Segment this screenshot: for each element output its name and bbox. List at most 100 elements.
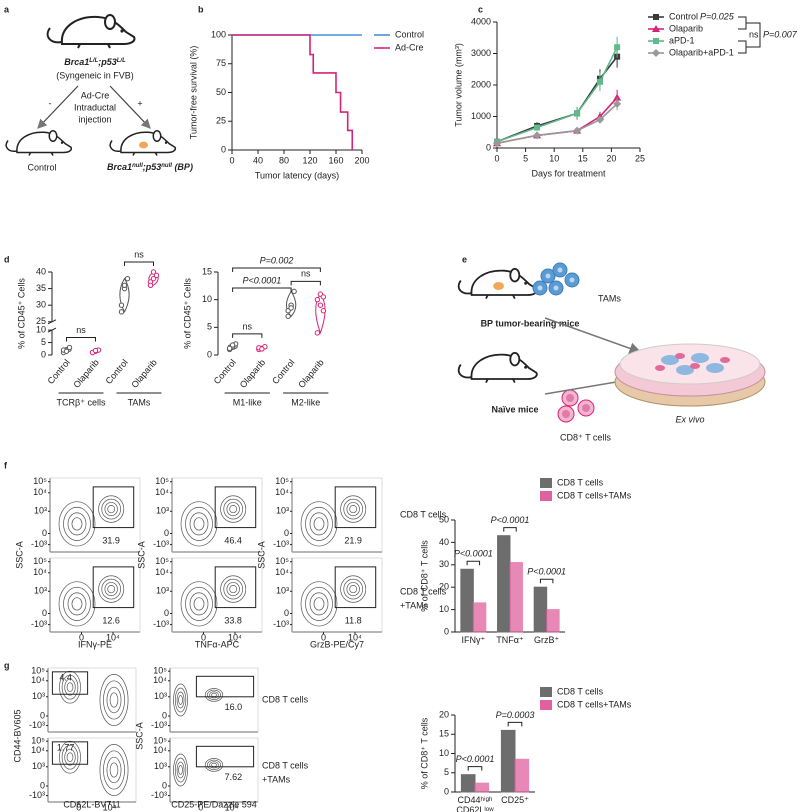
bar <box>460 568 474 633</box>
mouse-foot <box>107 43 111 49</box>
data-point <box>288 305 294 311</box>
contour <box>220 575 247 603</box>
dish-cell <box>691 353 709 363</box>
gate-value: 12.6 <box>102 615 120 625</box>
contour <box>58 581 96 627</box>
bar <box>509 562 523 633</box>
flow-tick-label: -10³ <box>29 720 45 730</box>
flow-y-label: SSC-A <box>14 541 24 569</box>
contour <box>305 586 333 621</box>
superscript: null <box>161 163 172 169</box>
row-label: CD8 T cells <box>400 509 447 519</box>
dish-cell <box>690 363 700 369</box>
flow-tick-label: 10⁴ <box>155 567 169 577</box>
legend-label: CD8 T cells <box>557 477 604 487</box>
superscript: L/L <box>117 58 126 64</box>
p-value: P=0.0003 <box>496 710 535 720</box>
bar <box>546 609 560 633</box>
x-tick-label: 20 <box>606 153 616 163</box>
y-tick-label: 25 <box>36 316 46 326</box>
contour <box>185 586 213 621</box>
flow-tick-label: -10³ <box>151 790 167 800</box>
p-value: P<0.0001 <box>491 515 530 525</box>
data-point <box>150 275 157 282</box>
flow-tick-label: 0 <box>42 608 47 618</box>
flow-tick-label: 10⁵ <box>275 476 289 486</box>
x-tick-label: CD25⁺ <box>501 795 529 805</box>
flow-tick-label: 10⁵ <box>153 666 167 676</box>
legend-label: Olaparib <box>669 23 703 33</box>
p-value: P=0.007 <box>763 29 798 39</box>
x-tick-label: 5 <box>523 153 528 163</box>
contour <box>174 757 187 783</box>
tam-nucleus <box>545 273 551 279</box>
x-tick-label: 120 <box>302 155 317 165</box>
y-tick-label: 10 <box>36 324 46 334</box>
dish-cell <box>661 355 679 365</box>
x-axis-label: Tumor latency (days) <box>255 170 339 180</box>
contour <box>207 759 221 771</box>
y-axis-label: % of CD8⁺ T cells <box>419 540 429 612</box>
flow-tick-label: 0 <box>164 608 169 618</box>
series-line <box>496 103 618 145</box>
contour <box>189 592 209 616</box>
flow-tick-label: -10³ <box>29 790 45 800</box>
mouse-ear <box>152 130 162 142</box>
mouse-body <box>60 15 136 45</box>
contour <box>349 585 358 594</box>
mouse-eye <box>524 365 528 369</box>
data-point <box>314 330 321 336</box>
panel-label: g <box>4 660 10 670</box>
data-point <box>153 272 160 279</box>
flow-x-label: CD25-PE/Dazzle 594 <box>171 799 257 809</box>
mouse-body <box>120 131 177 154</box>
contour <box>104 502 118 517</box>
data-point <box>118 302 125 308</box>
tam-nucleus <box>553 285 559 291</box>
legend-swatch <box>540 700 552 710</box>
contour <box>63 506 91 541</box>
marker <box>573 126 582 135</box>
series-line <box>496 56 618 143</box>
arrow <box>109 85 151 129</box>
text-segment: Brca1 <box>107 162 132 172</box>
minus-sign: - <box>49 98 52 108</box>
y-axis-label: % of CD45⁺ Cells <box>182 278 192 349</box>
arrow <box>544 317 642 355</box>
p-value: P<0.0001 <box>527 567 566 577</box>
x-axis-label: Days for treatment <box>531 168 606 178</box>
contour <box>340 575 367 603</box>
contour <box>109 762 119 778</box>
x-tick-label-box: CD44ʰⁱᵍʰ CD62Lˡᵒʷ <box>456 795 493 812</box>
bracket <box>746 22 761 48</box>
flow-tick-label: 10⁴ <box>228 632 242 642</box>
bracket <box>232 267 321 272</box>
naive-label: Naïve mice <box>491 404 538 414</box>
gate <box>334 566 377 609</box>
marker <box>574 110 581 117</box>
contour <box>106 686 122 714</box>
gate-value: 33.8 <box>224 615 242 625</box>
bracket <box>503 527 517 532</box>
data-point <box>229 342 236 348</box>
contour <box>343 498 363 520</box>
contour <box>300 581 338 627</box>
tam-nucleus <box>557 267 563 273</box>
contour <box>101 578 121 600</box>
bar <box>500 729 516 793</box>
y-tick-label: 20 <box>439 709 449 719</box>
contour <box>98 495 125 523</box>
x-tick-label: Olaparib <box>71 357 101 389</box>
mouse-icon <box>46 14 136 49</box>
panel-label: a <box>4 4 10 14</box>
data-point <box>63 348 70 354</box>
mouse-ear <box>509 352 521 367</box>
panel-label: b <box>198 4 204 14</box>
x-tick-label: Olaparib <box>129 357 159 389</box>
row-label: +TAMs <box>400 600 429 610</box>
marker <box>534 124 541 131</box>
p-value: ns <box>76 325 86 335</box>
flow-tick-label: 0 <box>201 632 206 642</box>
marker <box>596 78 603 85</box>
